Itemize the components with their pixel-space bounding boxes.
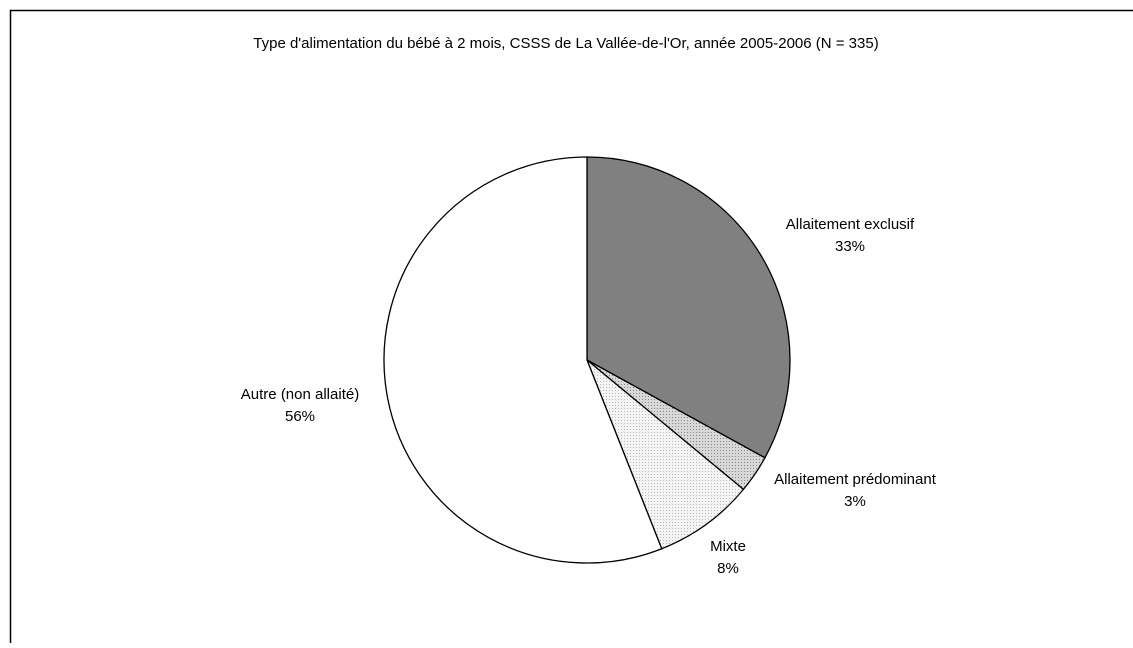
slice-label: Autre (non allaité) <box>241 386 359 403</box>
slice-value: 3% <box>844 493 866 510</box>
slice-label: Mixte <box>710 538 746 555</box>
chart-title: Type d'alimentation du bébé à 2 mois, CS… <box>253 35 878 52</box>
slice-label: Allaitement prédominant <box>774 471 937 488</box>
slice-value: 8% <box>717 560 739 577</box>
slice-value: 56% <box>285 408 315 425</box>
slice-value: 33% <box>835 238 865 255</box>
slice-label: Allaitement exclusif <box>786 216 915 233</box>
